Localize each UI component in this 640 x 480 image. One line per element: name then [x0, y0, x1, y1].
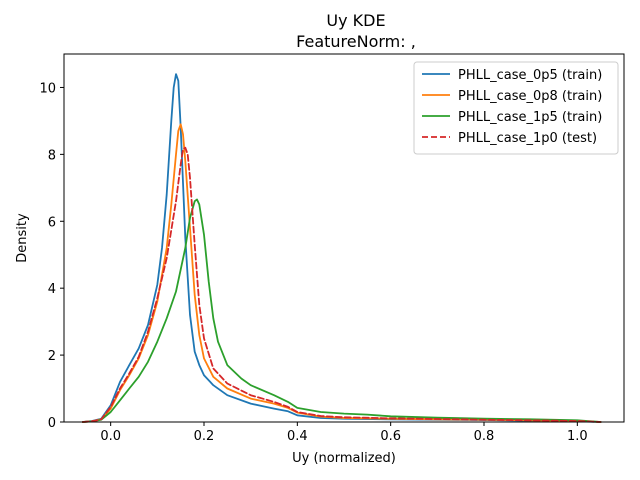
- legend-label: PHLL_case_1p5 (train): [458, 110, 602, 125]
- x-tick-label: 0.4: [287, 429, 308, 444]
- y-tick-label: 10: [39, 81, 56, 96]
- series-line-3: [81, 146, 602, 423]
- y-axis-ticks: 0 2 4 6 8 10: [39, 81, 64, 431]
- plot-area: 0.0 0.2 0.4 0.6 0.8 1.0 0 2 4 6 8 10: [39, 53, 625, 444]
- x-tick-label: 1.0: [567, 429, 588, 444]
- series-layer: [81, 73, 602, 423]
- legend-box: [413, 61, 619, 155]
- y-tick-label: 8: [48, 148, 56, 163]
- legend: PHLL_case_0p5 (train) PHLL_case_0p8 (trai…: [413, 61, 619, 155]
- chart-subtitle: FeatureNorm: ,: [296, 32, 416, 51]
- legend-label: PHLL_case_0p8 (train): [458, 89, 602, 104]
- x-axis-label: Uy (normalized): [292, 451, 396, 466]
- series-line-1: [81, 123, 602, 423]
- x-axis-ticks: 0.0 0.2 0.4 0.6 0.8 1.0: [100, 422, 588, 444]
- x-tick-label: 0.2: [194, 429, 215, 444]
- y-tick-label: 6: [48, 215, 56, 230]
- plot-frame: [63, 53, 625, 423]
- y-tick-label: 2: [48, 349, 56, 364]
- chart-title: Uy KDE: [326, 11, 385, 30]
- y-tick-label: 4: [48, 282, 56, 297]
- x-tick-label: 0.8: [474, 429, 495, 444]
- legend-label: PHLL_case_0p5 (train): [458, 68, 602, 83]
- x-tick-label: 0.6: [380, 429, 401, 444]
- series-line-2: [81, 198, 602, 423]
- x-tick-label: 0.0: [100, 429, 121, 444]
- y-axis-label: Density: [15, 213, 30, 263]
- y-tick-label: 0: [48, 416, 56, 431]
- legend-label: PHLL_case_1p0 (test): [458, 131, 597, 146]
